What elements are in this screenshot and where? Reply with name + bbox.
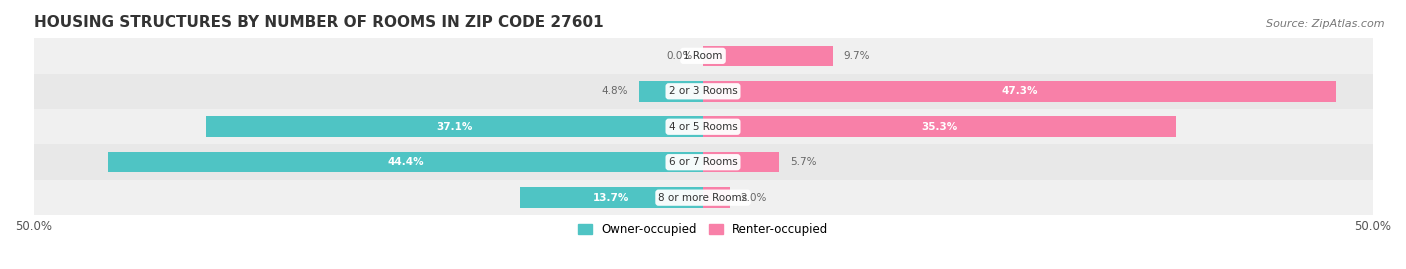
Text: 2.0%: 2.0% <box>741 193 766 203</box>
Bar <box>703 187 730 208</box>
Bar <box>34 144 1372 180</box>
Text: 6 or 7 Rooms: 6 or 7 Rooms <box>669 157 737 167</box>
Bar <box>207 116 703 137</box>
Text: 9.7%: 9.7% <box>844 51 870 61</box>
Text: 4.8%: 4.8% <box>602 86 628 96</box>
Text: 37.1%: 37.1% <box>436 122 472 132</box>
Text: 2 or 3 Rooms: 2 or 3 Rooms <box>669 86 737 96</box>
Text: 35.3%: 35.3% <box>921 122 957 132</box>
Text: 13.7%: 13.7% <box>593 193 630 203</box>
Bar <box>703 81 1336 102</box>
Bar <box>703 45 832 66</box>
Bar <box>34 180 1372 215</box>
Text: HOUSING STRUCTURES BY NUMBER OF ROOMS IN ZIP CODE 27601: HOUSING STRUCTURES BY NUMBER OF ROOMS IN… <box>34 15 603 30</box>
Text: Source: ZipAtlas.com: Source: ZipAtlas.com <box>1267 19 1385 29</box>
Text: 4 or 5 Rooms: 4 or 5 Rooms <box>669 122 737 132</box>
Bar <box>703 116 1175 137</box>
Text: 0.0%: 0.0% <box>666 51 692 61</box>
Bar <box>34 109 1372 144</box>
Bar <box>520 187 703 208</box>
Bar <box>703 152 779 172</box>
Legend: Owner-occupied, Renter-occupied: Owner-occupied, Renter-occupied <box>578 223 828 236</box>
Text: 5.7%: 5.7% <box>790 157 817 167</box>
Bar <box>34 73 1372 109</box>
Text: 44.4%: 44.4% <box>388 157 425 167</box>
Bar <box>108 152 703 172</box>
Bar <box>638 81 703 102</box>
Text: 8 or more Rooms: 8 or more Rooms <box>658 193 748 203</box>
Text: 1 Room: 1 Room <box>683 51 723 61</box>
Text: 47.3%: 47.3% <box>1001 86 1038 96</box>
Bar <box>34 38 1372 73</box>
